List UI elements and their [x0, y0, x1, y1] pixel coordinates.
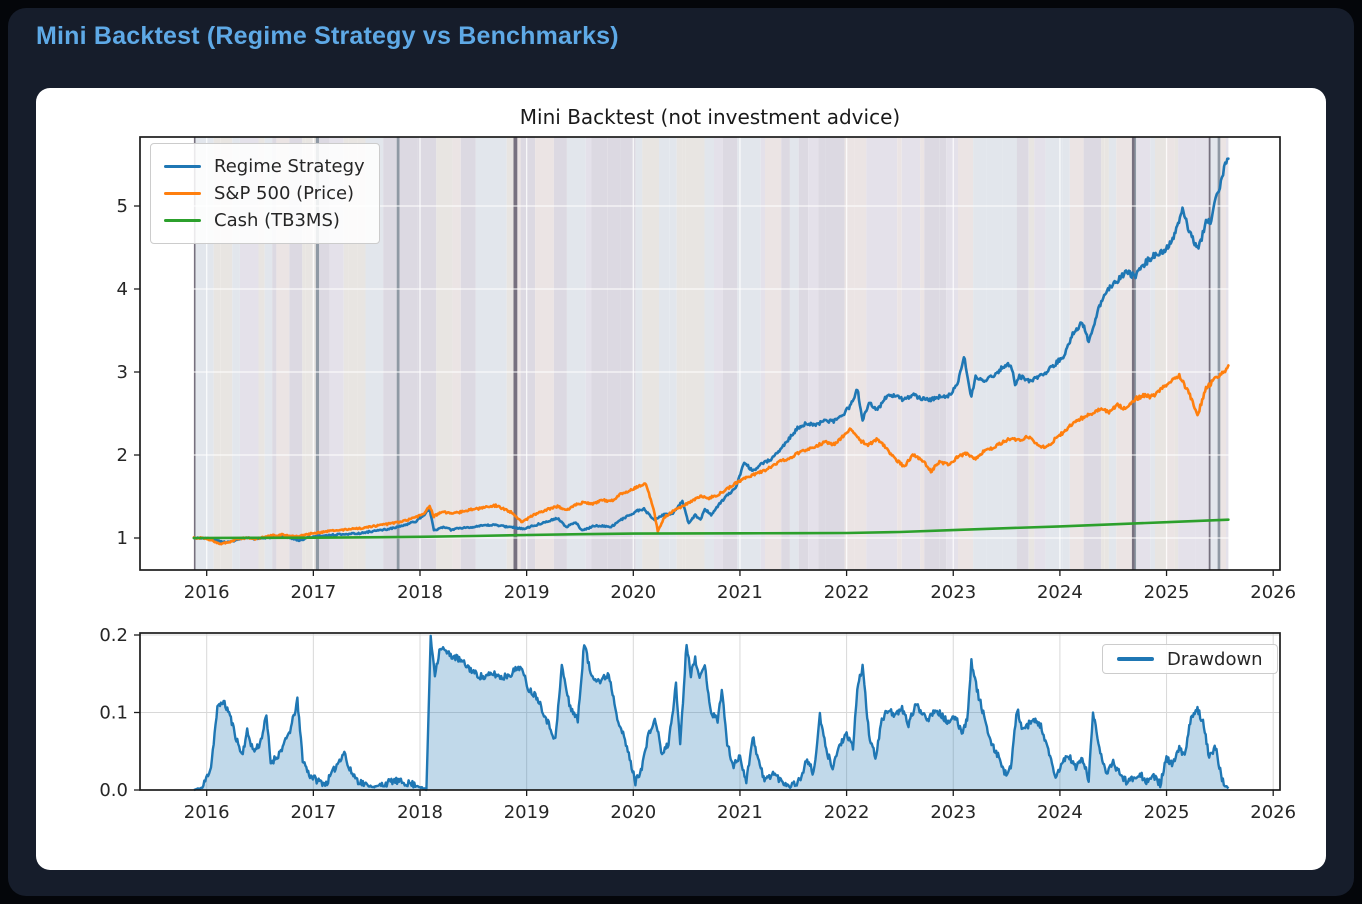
backtest-figure-canvas: 2016 2016 2017 2017 2018 2018 2019 2019 2020 2020…: [99, 136, 1296, 823]
svg-text:5: 5: [117, 196, 128, 217]
legend-drawdown: Drawdown: [1102, 644, 1278, 674]
svg-text:0.0: 0.0: [99, 780, 128, 801]
svg-text:2017: 2017: [290, 582, 336, 603]
page-title: Mini Backtest (Regime Strategy vs Benchm…: [36, 22, 619, 50]
svg-text:2023: 2023: [930, 802, 976, 823]
legend-label: S&P 500 (Price): [214, 183, 355, 204]
chart-title: Mini Backtest (not investment advice): [519, 105, 901, 129]
svg-text:0.1: 0.1: [99, 703, 128, 724]
svg-text:4: 4: [117, 279, 128, 300]
svg-text:2016: 2016: [184, 802, 230, 823]
svg-text:3: 3: [117, 362, 128, 383]
svg-text:2026: 2026: [1250, 582, 1296, 603]
svg-text:2021: 2021: [717, 802, 763, 823]
app-panel: Mini Backtest (Regime Strategy vs Benchm…: [8, 8, 1354, 896]
svg-text:2022: 2022: [824, 582, 870, 603]
legend-item-cash: Cash (TB3MS): [151, 207, 379, 234]
regime-strategy-line-swatch: [164, 164, 201, 169]
svg-text:2024: 2024: [1037, 582, 1083, 603]
svg-text:2: 2: [117, 445, 128, 466]
sp500-line-swatch: [164, 191, 201, 196]
svg-text:2022: 2022: [824, 802, 870, 823]
svg-text:2017: 2017: [290, 802, 336, 823]
legend-label: Drawdown: [1167, 648, 1263, 670]
svg-text:1: 1: [117, 528, 128, 549]
svg-text:2018: 2018: [397, 582, 443, 603]
svg-text:2025: 2025: [1144, 582, 1190, 603]
cash-line-swatch: [164, 218, 201, 223]
legend-benchmarks: Regime Strategy S&P 500 (Price) Cash (TB…: [150, 143, 380, 244]
chart-card: 2016 2016 2017 2017 2018 2018 2019 2019 2020 2020…: [36, 88, 1326, 870]
svg-text:2021: 2021: [717, 582, 763, 603]
legend-item-sp500: S&P 500 (Price): [151, 180, 379, 207]
svg-text:2026: 2026: [1250, 802, 1296, 823]
svg-text:2019: 2019: [504, 802, 550, 823]
svg-text:2024: 2024: [1037, 802, 1083, 823]
svg-text:2020: 2020: [610, 582, 656, 603]
svg-text:2016: 2016: [184, 582, 230, 603]
svg-text:2023: 2023: [930, 582, 976, 603]
svg-text:0.2: 0.2: [99, 625, 128, 646]
legend-label: Cash (TB3MS): [214, 210, 340, 231]
svg-text:2020: 2020: [610, 802, 656, 823]
svg-text:2025: 2025: [1144, 802, 1190, 823]
legend-item-regime-strategy: Regime Strategy: [151, 153, 379, 180]
svg-text:2018: 2018: [397, 802, 443, 823]
svg-text:2019: 2019: [504, 582, 550, 603]
legend-label: Regime Strategy: [214, 156, 365, 177]
drawdown-line-swatch: [1117, 657, 1154, 661]
